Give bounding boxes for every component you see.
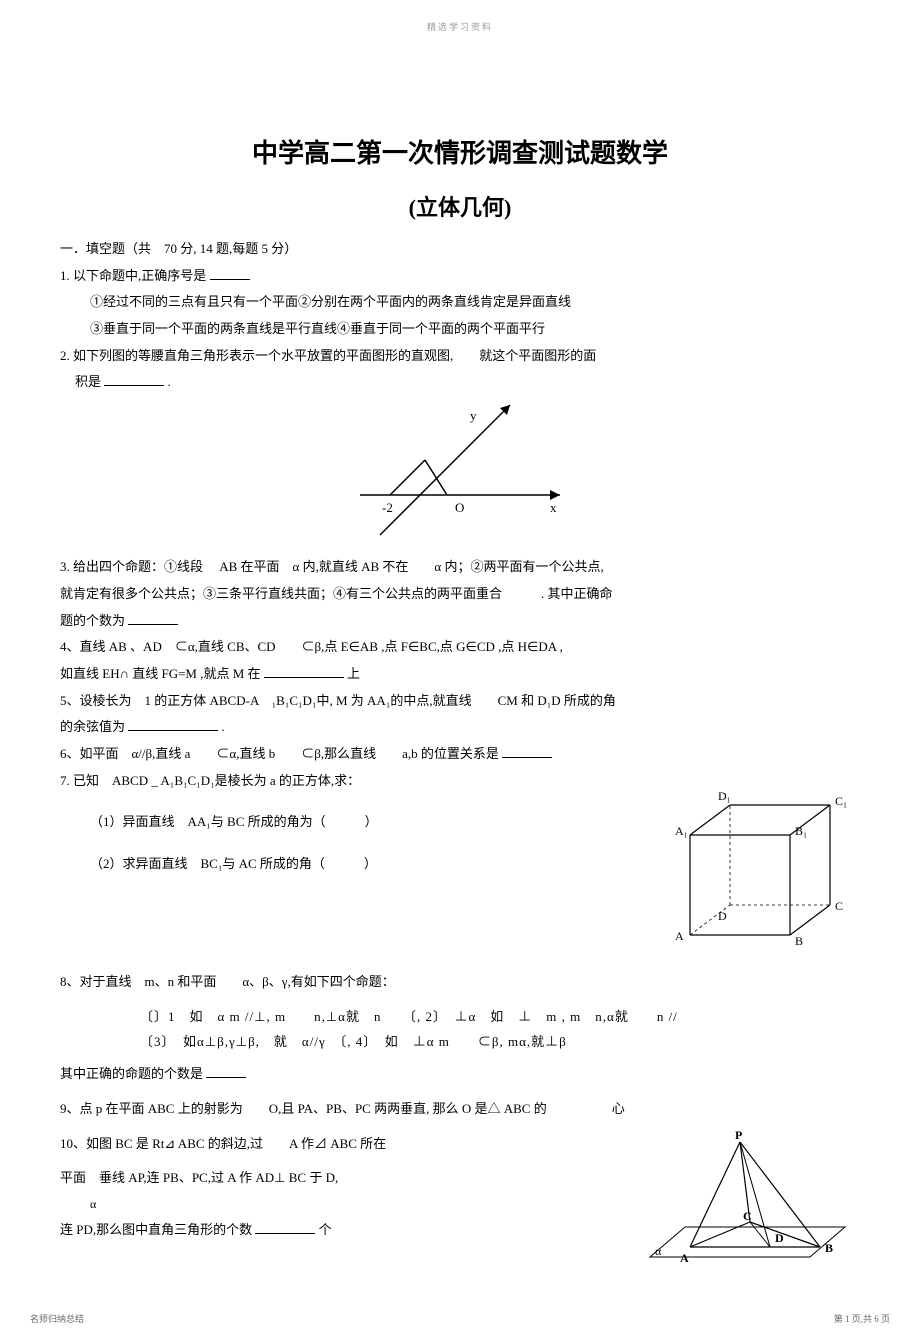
q8-end-text: 其中正确的命题的个数是 — [60, 1066, 203, 1081]
cube-A1: A₁ — [675, 824, 688, 838]
footer-left: 名师归纳总结 — [30, 1312, 84, 1325]
axis-diagram-container: y x O -2 — [60, 400, 860, 545]
q10-block: P A B C D α 10、如图 BC 是 Rt⊿ ABC 的斜边,过 A 作… — [60, 1132, 860, 1282]
q5-line2: 的余弦值为 . — [60, 715, 860, 740]
q7-block: A B C D A₁ B₁ C₁ D₁ （1）异面直线 AA₁与 BC 所成的角… — [60, 795, 860, 970]
footer-right: 第 1 页,共 6 页 — [834, 1312, 890, 1325]
x-label: x — [550, 500, 557, 515]
q8-line: 8、对于直线 m、n 和平面 α、β、γ,有如下四个命题： — [60, 970, 860, 995]
section-header: 一．填空题（共 70 分, 14 题,每题 5 分） — [60, 237, 860, 262]
header-watermark: 精选学习资料 — [0, 0, 920, 33]
q5-text2b: . — [222, 719, 225, 734]
q4-blank — [264, 664, 344, 678]
q1-blank — [210, 266, 250, 280]
cube-C: C — [835, 899, 843, 913]
q3-line2: 就肯定有很多个公共点；③三条平行直线共面；④有三个公共点的两平面重合 . 其中正… — [60, 582, 860, 607]
cube-D1: D₁ — [718, 789, 731, 803]
origin-label: O — [455, 500, 464, 515]
prism-C: C — [743, 1209, 752, 1223]
cube-B1: B₁ — [795, 824, 807, 838]
q8-end: 其中正确的命题的个数是 — [60, 1062, 860, 1087]
prism-diagram-container: P A B C D α — [630, 1127, 860, 1282]
prism-B: B — [825, 1241, 833, 1255]
q6-text: 6、如平面 α//β,直线 a ⊂α,直线 b ⊂β,那么直线 a,b 的位置关… — [60, 746, 499, 761]
q8-prop1: 〔〕1 如 α m //⊥, m n,⊥α就 n 〔, 2〕 ⊥α 如 ⊥ m … — [60, 1005, 860, 1030]
q2-text2: 积是 — [75, 374, 101, 389]
q1-option1: ①经过不同的三点有且只有一个平面②分别在两个平面内的两条直线肯定是异面直线 — [60, 290, 860, 315]
cube-D: D — [718, 909, 727, 923]
cube-diagram: A B C D A₁ B₁ C₁ D₁ — [660, 785, 860, 965]
q4-text2b: 上 — [347, 666, 360, 681]
q10-text3b: 个 — [319, 1222, 332, 1237]
q5-line1: 5、设棱长为 1 的正方体 ABCD-A ₁B₁C₁D₁中, M 为 AA₁的中… — [60, 689, 860, 714]
cube-B: B — [795, 934, 803, 948]
y-label: y — [470, 408, 477, 423]
q2-line1: 2. 如下列图的等腰直角三角形表示一个水平放置的平面图形的直观图, 就这个平面图… — [60, 344, 860, 369]
q5-text2a: 的余弦值为 — [60, 719, 125, 734]
cube-diagram-container: A B C D A₁ B₁ C₁ D₁ — [660, 785, 860, 970]
q6-blank — [502, 744, 552, 758]
q3-blank — [128, 611, 178, 625]
q2-line2: 积是 . — [60, 370, 860, 395]
axis-diagram: y x O -2 — [320, 400, 600, 540]
q4-line2: 如直线 EH∩ 直线 FG=M ,就点 M 在 上 — [60, 662, 860, 687]
page-content: 中学高二第一次情形调查测试题数学 (立体几何) 一．填空题（共 70 分, 14… — [0, 33, 920, 1342]
q8-prop2: 〔3〕 如α⊥β,γ⊥β, 就 α//γ 〔, 4〕 如 ⊥α m ⊂β, mα… — [60, 1030, 860, 1055]
q3-line3: 题的个数为 — [60, 609, 860, 634]
prism-A: A — [680, 1251, 689, 1265]
q2-text3: . — [168, 374, 171, 389]
q9-line: 9、点 p 在平面 ABC 上的射影为 O,且 PA、PB、PC 两两垂直, 那… — [60, 1097, 860, 1122]
q4-line1: 4、直线 AB 、AD ⊂α,直线 CB、CD ⊂β,点 E∈AB ,点 F∈B… — [60, 635, 860, 660]
prism-alpha: α — [655, 1244, 662, 1258]
q3-line1: 3. 给出四个命题：①线段 AB 在平面 α 内,就直线 AB 不在 α 内；②… — [60, 555, 860, 580]
q6-line: 6、如平面 α//β,直线 a ⊂α,直线 b ⊂β,那么直线 a,b 的位置关… — [60, 742, 860, 767]
q1-text: 1. 以下命题中,正确序号是 — [60, 268, 206, 283]
q2-blank — [104, 372, 164, 386]
q1-option2: ③垂直于同一个平面的两条直线是平行直线④垂直于同一个平面的两个平面平行 — [60, 317, 860, 342]
neg2-label: -2 — [382, 500, 393, 515]
q1-stem: 1. 以下命题中,正确序号是 — [60, 264, 860, 289]
document-subtitle: (立体几何) — [60, 190, 860, 222]
cube-C1: C₁ — [835, 794, 847, 808]
q5-blank — [128, 717, 218, 731]
q10-blank — [255, 1220, 315, 1234]
prism-D: D — [775, 1231, 784, 1245]
q4-text2a: 如直线 EH∩ 直线 FG=M ,就点 M 在 — [60, 666, 261, 681]
q3-text: 题的个数为 — [60, 613, 125, 628]
prism-diagram: P A B C D α — [630, 1127, 860, 1277]
cube-A: A — [675, 929, 684, 943]
q8-blank — [206, 1064, 246, 1078]
q10-text3a: 连 PD,那么图中直角三角形的个数 — [60, 1222, 252, 1237]
document-title: 中学高二第一次情形调查测试题数学 — [60, 133, 860, 170]
prism-P: P — [735, 1128, 742, 1142]
